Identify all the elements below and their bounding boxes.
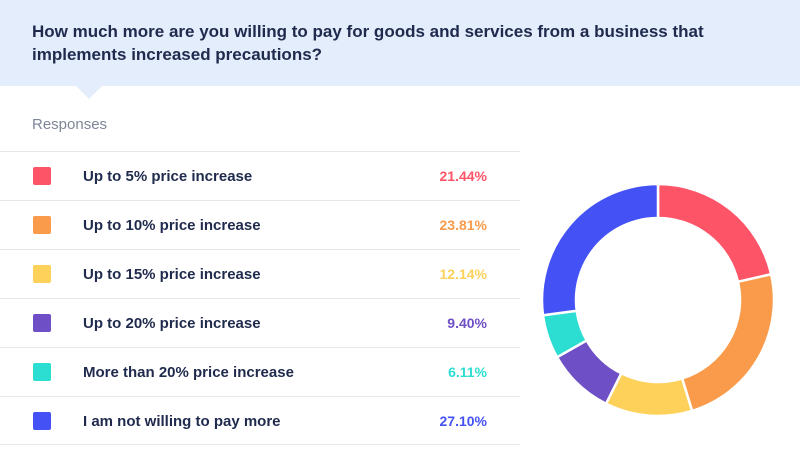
legend-swatch — [33, 363, 51, 381]
legend-swatch — [33, 216, 51, 234]
legend-label: Up to 10% price increase — [83, 217, 261, 234]
donut-slice — [680, 272, 776, 413]
responses-label: Responses — [32, 116, 108, 133]
legend-value: 12.14% — [439, 266, 487, 282]
legend-label: Up to 20% price increase — [83, 315, 261, 332]
legend-row: Up to 20% price increase 9.40% — [0, 298, 520, 347]
legend-list: Up to 5% price increase 21.44% Up to 10%… — [0, 151, 520, 445]
legend-value: 21.44% — [439, 168, 487, 184]
legend-row: Up to 5% price increase 21.44% — [0, 151, 520, 200]
legend-row: I am not willing to pay more 27.10% — [0, 396, 520, 445]
legend-value: 6.11% — [448, 364, 487, 380]
legend-swatch — [33, 265, 51, 283]
legend-value: 9.40% — [447, 315, 487, 331]
donut-chart — [540, 182, 776, 418]
legend-value: 27.10% — [439, 413, 487, 429]
legend-row: Up to 15% price increase 12.14% — [0, 249, 520, 298]
question-header: How much more are you willing to pay for… — [0, 0, 800, 86]
legend-label: Up to 15% price increase — [83, 266, 261, 283]
legend-label: Up to 5% price increase — [83, 168, 253, 185]
legend-row: Up to 10% price increase 23.81% — [0, 200, 520, 249]
donut-slice — [540, 182, 660, 317]
donut-slice — [656, 182, 773, 284]
question-title: How much more are you willing to pay for… — [32, 22, 704, 64]
legend-swatch — [33, 314, 51, 332]
legend-swatch — [33, 412, 51, 430]
legend-row: More than 20% price increase 6.11% — [0, 347, 520, 396]
legend-swatch — [33, 167, 51, 185]
header-pointer — [76, 86, 102, 99]
legend-label: More than 20% price increase — [83, 364, 294, 381]
legend-label: I am not willing to pay more — [83, 413, 281, 430]
legend-value: 23.81% — [439, 217, 487, 233]
